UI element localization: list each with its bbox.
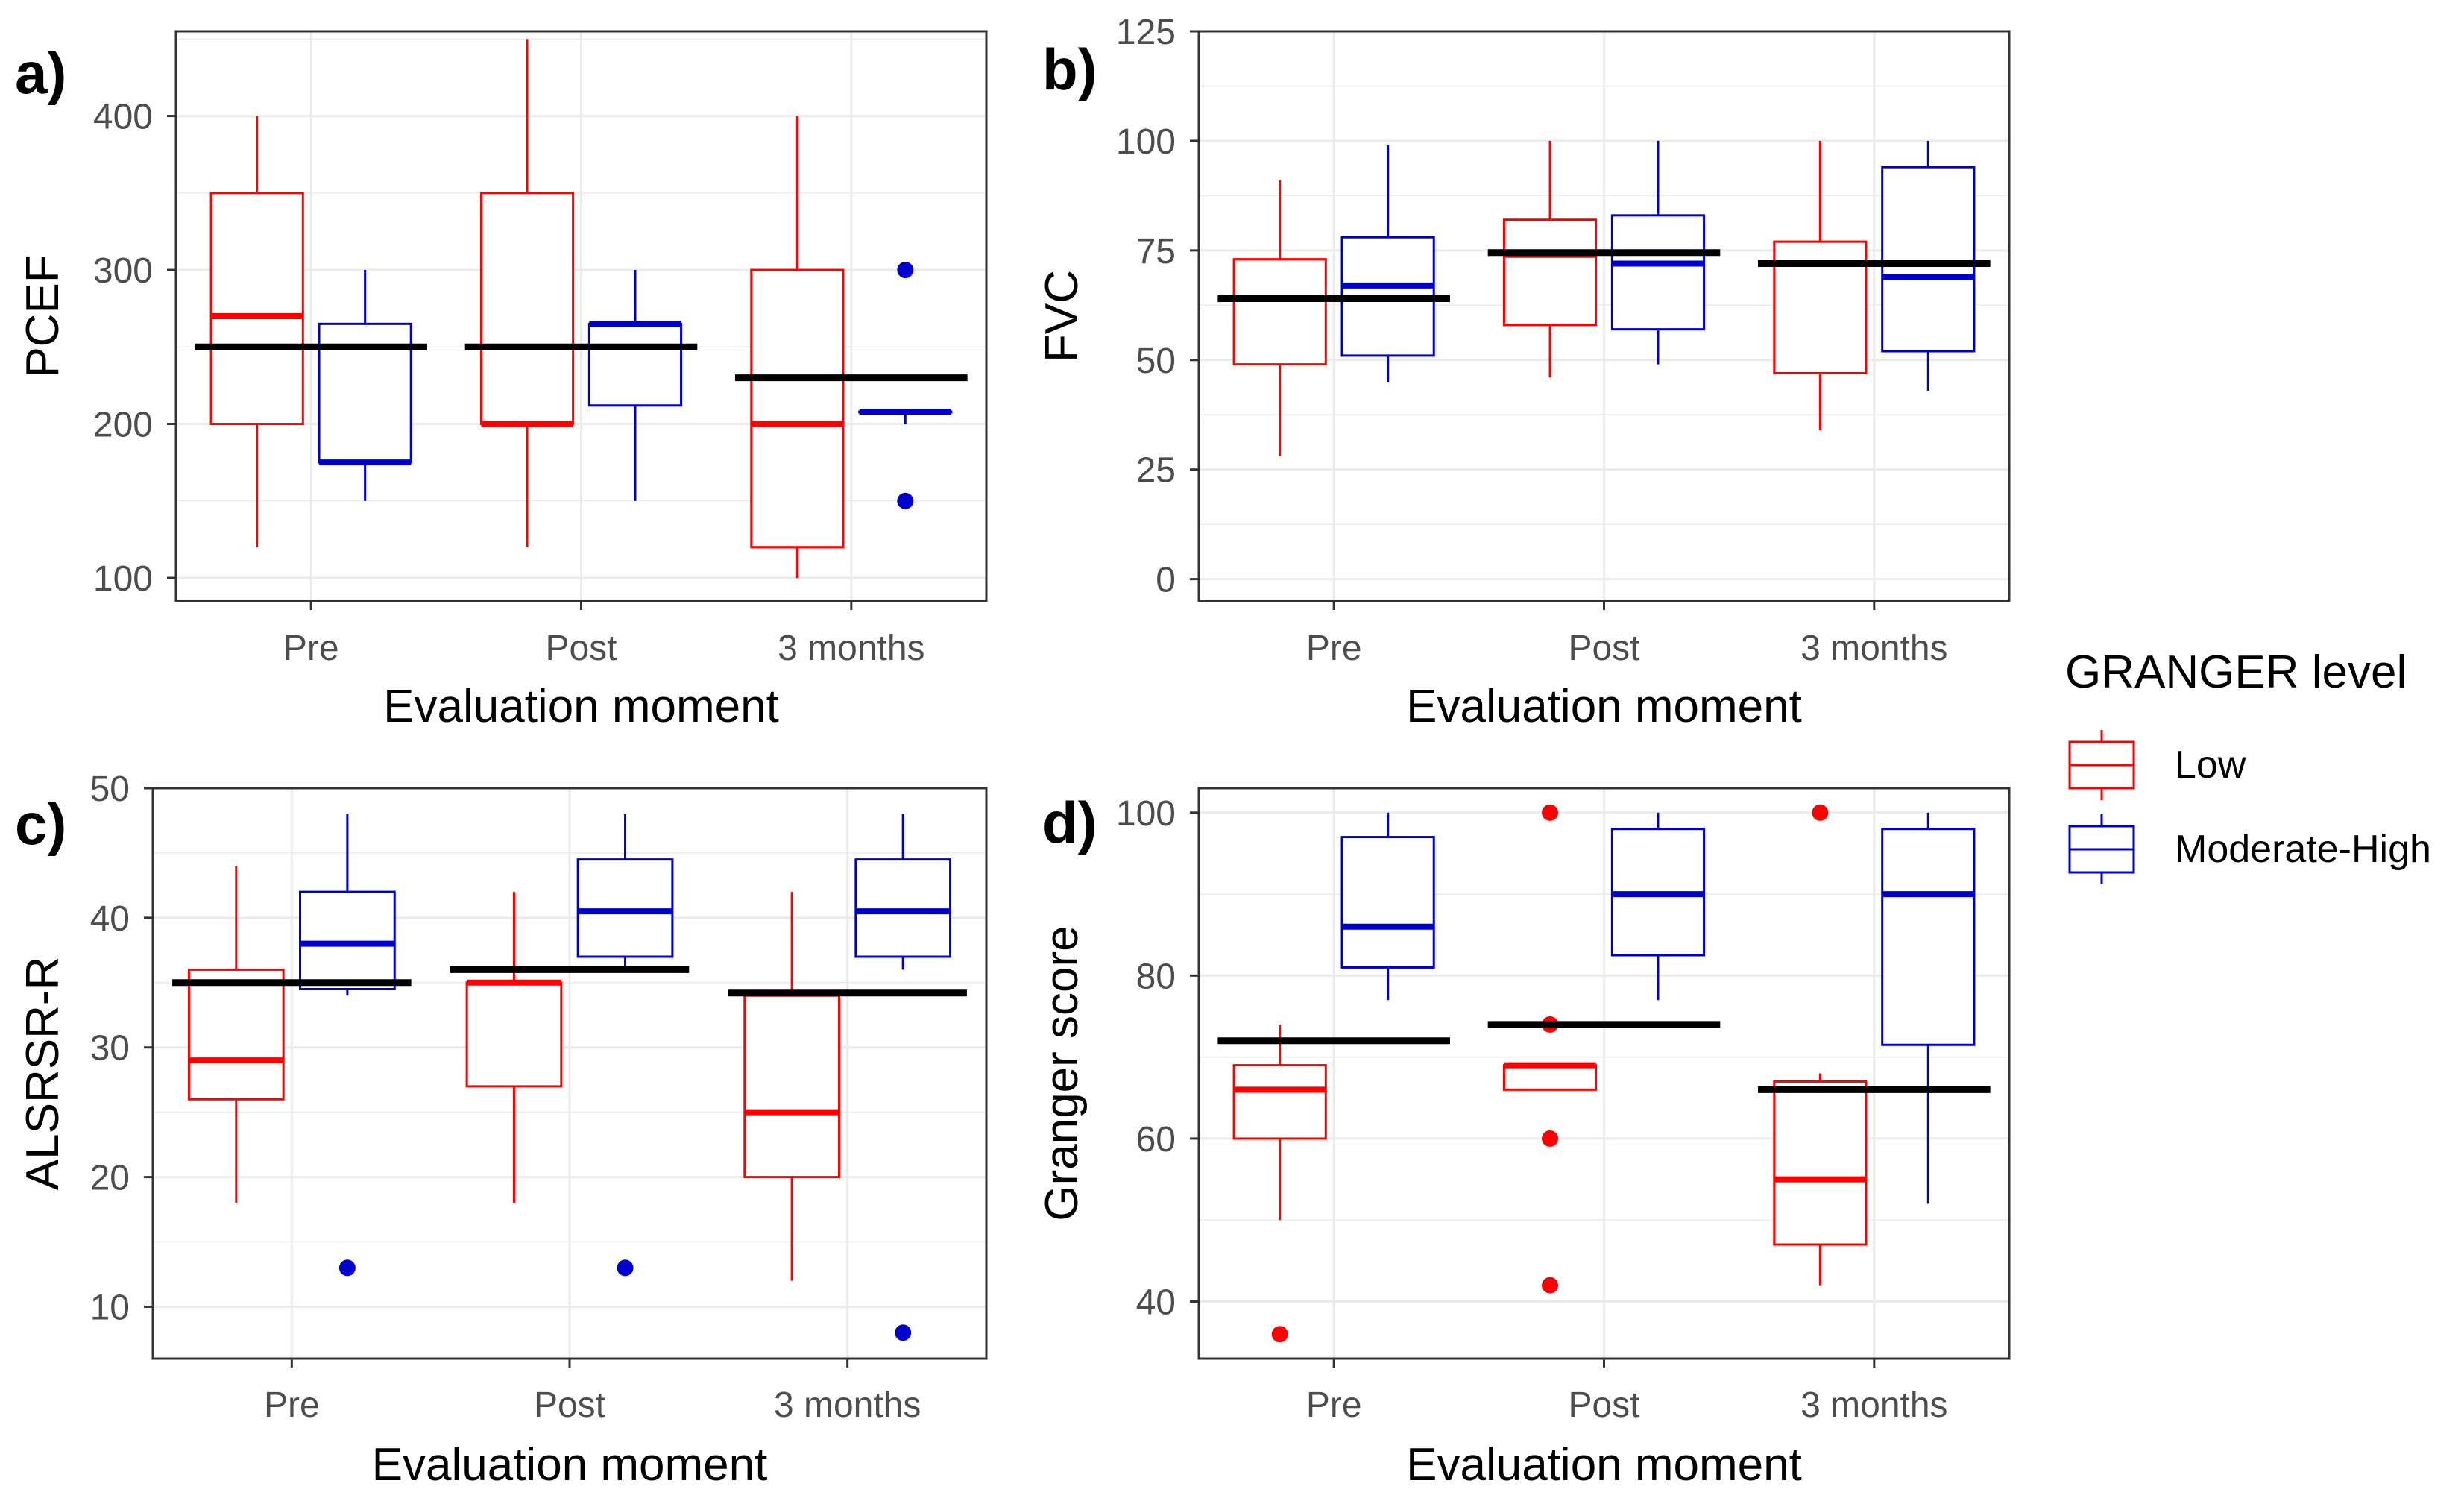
- box: [854, 858, 952, 958]
- box: [1881, 828, 1976, 1046]
- x-tick-label: Post: [1568, 629, 1639, 668]
- panel-label: b): [1042, 37, 1097, 102]
- y-tick-label: 60: [1136, 1120, 1176, 1160]
- y-tick-label: 75: [1136, 232, 1176, 271]
- panel-label: d): [1042, 790, 1097, 855]
- outlier-point: [1812, 804, 1829, 821]
- outlier-point: [897, 262, 914, 279]
- box: [750, 268, 845, 549]
- legend-label: Moderate-High: [2175, 828, 2431, 871]
- box: [479, 192, 575, 426]
- panel-label: c): [15, 791, 66, 857]
- x-tick-label: Pre: [283, 629, 339, 668]
- x-tick-label: Pre: [1306, 629, 1362, 668]
- y-tick-label: 30: [90, 1029, 130, 1069]
- x-tick-label: Post: [534, 1385, 605, 1425]
- x-tick-label: Post: [545, 629, 617, 668]
- y-tick-label: 400: [93, 98, 153, 137]
- box: [209, 192, 304, 426]
- y-tick-label: 0: [1156, 561, 1176, 600]
- x-axis-title: Evaluation moment: [383, 681, 779, 732]
- y-tick-label: 10: [90, 1288, 130, 1327]
- x-tick-label: Post: [1568, 1385, 1639, 1425]
- y-tick-label: 100: [93, 559, 153, 599]
- y-tick-label: 200: [93, 406, 153, 445]
- outlier-point: [897, 492, 914, 509]
- box: [587, 322, 683, 407]
- panel-label: a): [15, 40, 66, 106]
- outlier-point: [1542, 1130, 1559, 1147]
- x-tick-label: 3 months: [1800, 1385, 1947, 1425]
- outlier-point: [1542, 1277, 1559, 1294]
- y-tick-label: 300: [93, 251, 153, 291]
- box: [299, 890, 396, 990]
- box: [1610, 214, 1706, 331]
- legend: GRANGER level Low Moderate-High: [2065, 646, 2431, 884]
- legend-title: GRANGER level: [2065, 646, 2407, 698]
- y-tick-label: 20: [90, 1159, 130, 1198]
- outlier-point: [617, 1259, 634, 1277]
- y-tick-label: 125: [1116, 13, 1176, 52]
- y-tick-label: 50: [1136, 342, 1176, 381]
- outlier-point: [1271, 1326, 1288, 1343]
- y-tick-label: 80: [1136, 957, 1176, 996]
- y-tick-label: 50: [90, 770, 130, 809]
- box: [1232, 258, 1327, 366]
- y-axis-title: PCEF: [17, 254, 69, 377]
- box: [743, 994, 840, 1179]
- panel-d: 40 60 80 100 Pre Post 3 months Evaluation momen…: [1036, 787, 2011, 1491]
- y-tick-label: 100: [1116, 122, 1176, 162]
- y-axis-title: ALSRSR-R: [17, 957, 69, 1191]
- x-axis-title: Evaluation moment: [1406, 681, 1802, 732]
- legend-label: Low: [2175, 743, 2246, 787]
- x-axis-title: Evaluation moment: [1406, 1439, 1802, 1491]
- y-tick-label: 40: [1136, 1283, 1176, 1323]
- x-axis-title: Evaluation moment: [372, 1439, 768, 1491]
- box: [1502, 1064, 1598, 1091]
- x-tick-label: 3 months: [1800, 629, 1947, 668]
- box: [1232, 1064, 1327, 1140]
- box: [1340, 836, 1435, 969]
- box: [465, 981, 563, 1088]
- x-tick-label: 3 months: [774, 1385, 921, 1425]
- box: [1773, 1080, 1868, 1246]
- box: [187, 968, 285, 1101]
- outlier-point: [338, 1259, 356, 1277]
- x-tick-label: Pre: [264, 1385, 320, 1425]
- outlier-point: [895, 1324, 912, 1341]
- x-tick-label: Pre: [1306, 1385, 1362, 1425]
- y-axis-title: FVC: [1036, 270, 1088, 362]
- x-tick-label: 3 months: [778, 629, 924, 668]
- y-tick-label: 40: [90, 899, 130, 939]
- box: [1881, 166, 1976, 353]
- panel-a: 100 200 300 400 Pre Post 3 months Evaluation mo…: [15, 30, 988, 732]
- box: [576, 858, 674, 958]
- box: [1502, 218, 1598, 327]
- panel-b: 0 25 50 75 100 125 Pre Post 3 months Evaluation m…: [1036, 13, 2011, 732]
- y-tick-label: 25: [1136, 451, 1176, 491]
- y-tick-label: 100: [1116, 794, 1176, 834]
- outlier-point: [1542, 804, 1559, 821]
- y-axis-title: Granger score: [1036, 925, 1088, 1221]
